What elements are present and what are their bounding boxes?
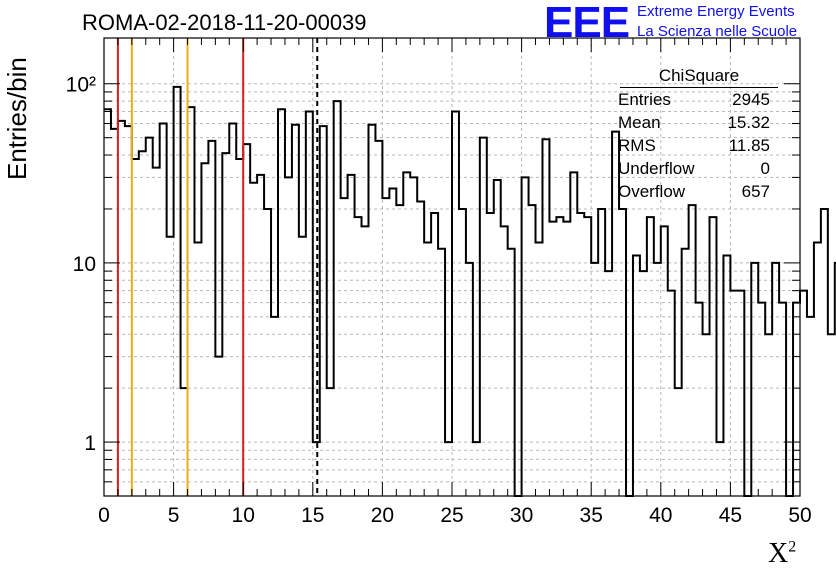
stats-row-rms: RMS 11.85	[612, 134, 778, 157]
x-tick-label: 5	[168, 504, 180, 527]
x-tick-label: 15	[301, 504, 324, 527]
stats-label: Mean	[618, 113, 661, 132]
x-tick-label: 20	[371, 504, 394, 527]
stats-value: 0	[760, 159, 770, 178]
logo-text: Extreme Energy Events La Scienza nelle S…	[637, 2, 797, 42]
x-tick-label: 0	[98, 504, 110, 527]
stats-title: ChiSquare	[620, 66, 778, 88]
y-axis-label: Entries/bin	[2, 57, 32, 180]
x-tick-label: 35	[580, 504, 603, 527]
logo-line-2: La Scienza nelle Scuole	[637, 23, 798, 40]
y-tick-label: 1	[84, 432, 96, 455]
stats-row-entries: Entries 2945	[612, 88, 778, 111]
x-tick-label: 30	[510, 504, 533, 527]
stats-label: Underflow	[618, 159, 695, 178]
x-tick-label: 10	[232, 504, 255, 527]
stats-value: 2945	[732, 90, 770, 109]
stats-row-underflow: Underflow 0	[612, 157, 778, 180]
x-tick-label: 25	[440, 504, 463, 527]
stats-row-overflow: Overflow 657	[612, 180, 778, 203]
stats-label: RMS	[618, 136, 656, 155]
x-tick-label: 50	[788, 504, 811, 527]
x-axis-label: X2	[768, 538, 797, 569]
stats-label: Overflow	[618, 182, 686, 201]
y-tick-label: 10²	[66, 74, 96, 97]
stats-value: 657	[741, 182, 770, 201]
stats-value: 15.32	[727, 113, 770, 132]
stats-row-mean: Mean 15.32	[612, 111, 778, 134]
logo-line-1: Extreme Energy Events	[637, 3, 795, 20]
y-tick-label: 10	[73, 253, 96, 276]
logo-mark: EEE	[544, 0, 630, 47]
eee-logo: EEE Extreme Energy Events La Scienza nel…	[544, 0, 797, 47]
stats-box: ChiSquare Entries 2945 Mean 15.32 RMS 11…	[612, 66, 778, 206]
stats-value: 11.85	[728, 136, 770, 155]
stats-label: Entries	[618, 90, 671, 109]
chart-title: ROMA-02-2018-11-20-00039	[82, 10, 367, 35]
x-tick-label: 45	[719, 504, 742, 527]
x-tick-label: 40	[649, 504, 672, 527]
